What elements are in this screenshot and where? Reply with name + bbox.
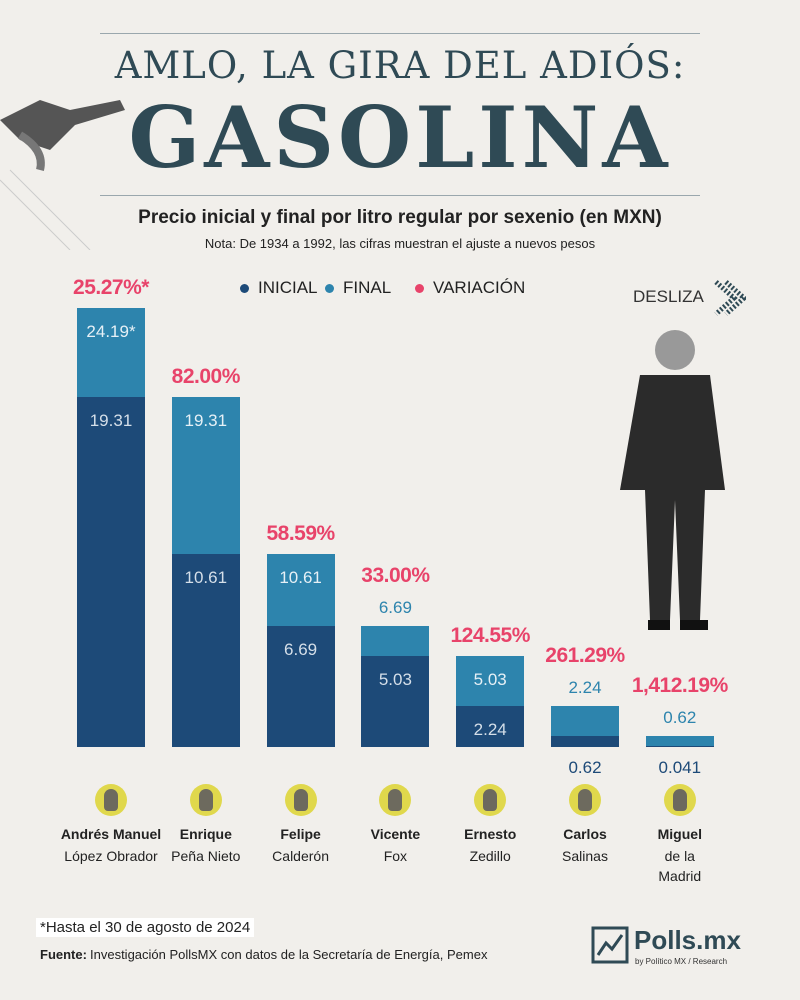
initial-value-label: 5.03 [378, 669, 412, 689]
initial-bar [77, 396, 145, 747]
initial-bar [645, 746, 714, 747]
legend-dot [240, 284, 249, 293]
footnote: *Hasta el 30 de agosto de 2024 [36, 918, 255, 937]
legend-label: INICIAL [258, 278, 318, 297]
category-sublabel: de la Madrid [658, 848, 702, 884]
variation-label: 1,412.19% [631, 673, 728, 697]
initial-bar [361, 655, 430, 747]
final-value-label: 0.62 [663, 707, 697, 727]
variation-label: 82.00% [171, 364, 241, 388]
category-sublabel: Salinas [562, 848, 608, 864]
variation-label: 25.27%* [73, 276, 149, 299]
source-text: Investigación PollsMX con datos de la Se… [90, 947, 488, 962]
variation-label: 261.29% [545, 644, 625, 668]
logo-icon [591, 926, 629, 964]
category-sublabel: Peña Nieto [171, 848, 241, 864]
final-value-label: 10.61 [279, 568, 322, 588]
portrait-face [483, 789, 498, 811]
portrait-face [293, 789, 308, 811]
category-sublabel: Zedillo [469, 848, 511, 864]
final-value-label: 19.31 [184, 410, 228, 430]
chart-title: Precio inicial y final por litro regular… [138, 207, 662, 228]
initial-value-label: 0.041 [658, 758, 702, 777]
header-kicker: AMLO, LA GIRA DEL ADIÓS: [114, 44, 686, 87]
final-value-label: 24.19* [86, 322, 136, 341]
initial-bar [266, 625, 335, 747]
category-label: Ernesto [464, 826, 517, 842]
initial-value-label: 19.31 [89, 410, 133, 430]
category-sublabel: Fox [383, 848, 408, 864]
category-label: Carlos [563, 826, 607, 842]
variation-label: 124.55% [450, 623, 530, 647]
category-label: Enrique [179, 826, 232, 842]
initial-value-label: 2.24 [473, 720, 507, 740]
chart-note: Nota: De 1934 a 1992, las cifras muestra… [204, 236, 596, 251]
portrait-face [104, 789, 118, 811]
category-label: Felipe [280, 826, 321, 842]
portrait-face [388, 789, 403, 811]
portrait-face [198, 789, 213, 811]
category-label: Miguel [657, 826, 702, 842]
logo-byline: by Político MX / Research [635, 957, 728, 966]
initial-value-label: 6.69 [284, 639, 318, 659]
legend-label: FINAL [343, 278, 392, 297]
swipe-arrow [714, 280, 746, 316]
portrait-face [672, 789, 687, 811]
final-value-label: 5.03 [473, 669, 507, 689]
header-rule [100, 195, 700, 196]
final-value-label: 2.24 [568, 678, 602, 698]
portrait-face [578, 789, 592, 811]
header-title: GASOLINA [128, 88, 672, 187]
speaker-photo [620, 330, 725, 630]
swipe-hint: DESLIZA [633, 287, 704, 306]
variation-label: 58.59% [266, 522, 335, 546]
source-label: Fuente: [40, 947, 87, 962]
final-value-label: 6.69 [378, 597, 412, 617]
pump-decoration [0, 100, 125, 250]
initial-bar [456, 706, 525, 747]
category-label: Vicente [370, 826, 421, 842]
legend-dot [325, 284, 334, 293]
category-label: Andrés Manuel [60, 826, 162, 842]
logo-text: Polls.mx [634, 925, 741, 955]
initial-value-label: 0.62 [568, 758, 602, 777]
header-rule [100, 33, 700, 34]
legend-dot [415, 284, 424, 293]
category-sublabel: López Obrador [64, 848, 158, 864]
final-bar [645, 735, 714, 747]
initial-bar [171, 554, 240, 747]
legend-label: VARIACIÓN [433, 278, 526, 297]
category-sublabel: Calderón [272, 848, 329, 864]
initial-bar [551, 735, 619, 747]
variation-label: 33.00% [361, 563, 430, 587]
initial-value-label: 10.61 [184, 568, 228, 588]
